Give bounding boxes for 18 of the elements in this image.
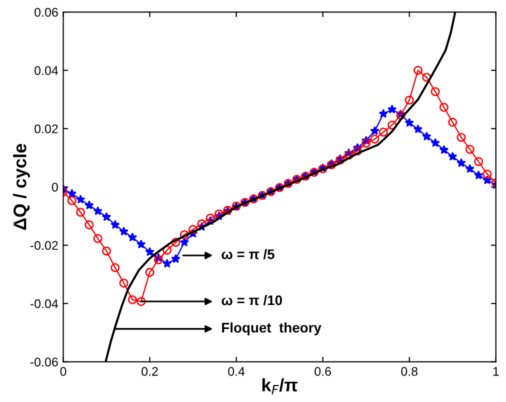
y-tick-label: 0.06 — [34, 8, 58, 17]
annotation: ω = π /5 — [222, 248, 274, 260]
y-tick-label: 0.02 — [34, 124, 58, 134]
y-tick-label: 0.04 — [34, 66, 58, 75]
y-tick-label: -0.04 — [30, 299, 58, 308]
annotation: Floquet theory — [222, 322, 322, 336]
x-tick-label: 0 — [60, 366, 66, 376]
y-tick-label: -0.02 — [30, 241, 58, 250]
x-tick-label: 0.2 — [142, 366, 158, 376]
x-tick-label: 0.8 — [401, 366, 418, 376]
x-tick-label: 1 — [493, 367, 499, 376]
x-tick-label: 0.4 — [228, 366, 245, 376]
annotation: ω = π /10 — [222, 294, 282, 306]
x-axis-title: k$_{F}$/π — [262, 378, 298, 394]
y-tick-label: 0 — [52, 182, 58, 192]
y-axis-title: ΔQ / cycle — [13, 144, 30, 230]
y-tick-label: -0.06 — [30, 358, 58, 366]
x-tick-label: 0.6 — [314, 366, 331, 376]
